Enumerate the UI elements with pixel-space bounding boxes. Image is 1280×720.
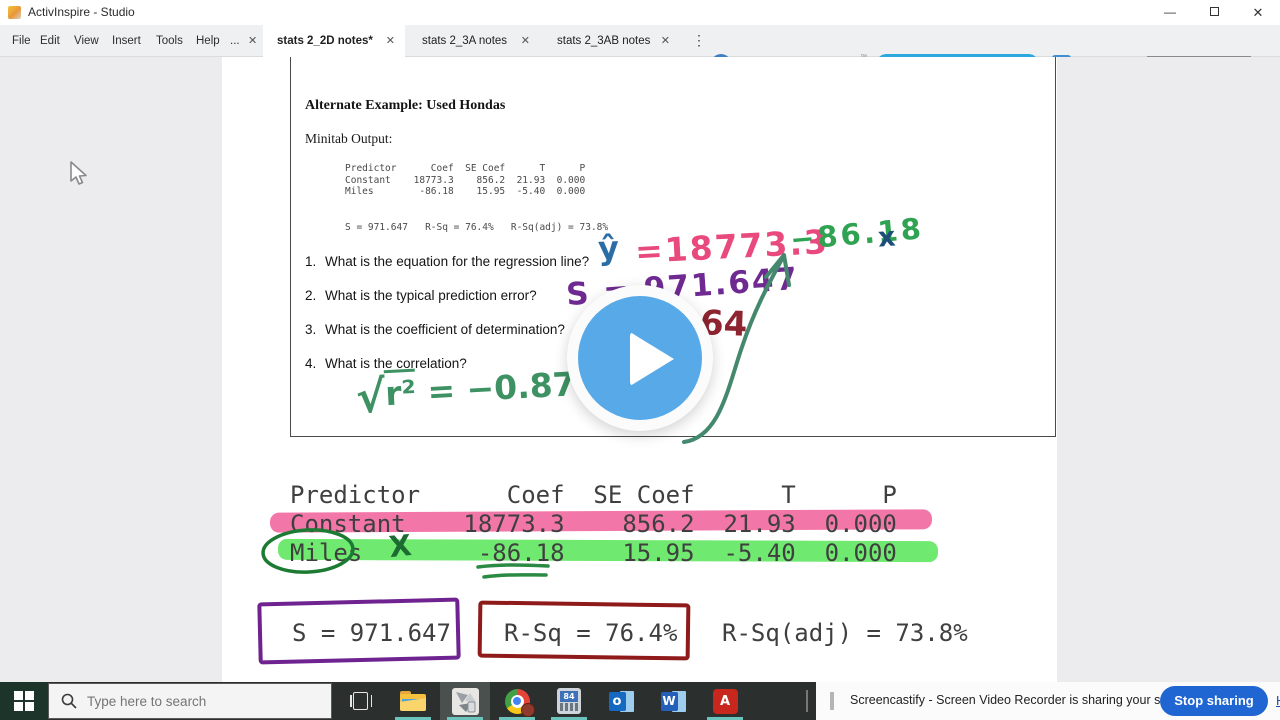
acrobat-button[interactable]: A <box>700 682 750 720</box>
word-button[interactable]: W <box>648 682 698 720</box>
document-border <box>290 57 291 437</box>
menu-view[interactable]: View <box>74 35 99 47</box>
file-explorer-button[interactable] <box>388 682 438 720</box>
doc-title: Alternate Example: Used Hondas <box>305 98 506 113</box>
running-indicator <box>707 717 743 720</box>
ink-y-hat: ŷ <box>597 228 620 268</box>
title-bar: ActivInspire - Studio — ✕ <box>0 0 1280 25</box>
tab-label: stats 2_3AB notes <box>557 35 651 47</box>
ink-sqrt-sign: √ <box>354 371 387 424</box>
tab-label: stats 2_3A notes <box>422 35 508 47</box>
ink-x-variable: x <box>876 221 897 254</box>
zoom-minitab-header: Predictor Coef SE Coef T P <box>290 481 897 509</box>
tab-stats-2-2d[interactable]: stats 2_2D notes* ✕ <box>263 25 405 57</box>
search-input[interactable] <box>87 693 307 709</box>
minitab-output-block: Predictor Coef SE Coef T P Constant 1877… <box>345 163 586 197</box>
play-circle <box>578 296 702 420</box>
stat-rsq-adj-value: R-Sq(adj) = 73.8% <box>722 619 968 647</box>
windows-taskbar: 84 o W A Screencastify - Screen Video Re… <box>0 682 1280 720</box>
outlook-icon: o <box>608 689 634 714</box>
menu-file[interactable]: File <box>12 35 31 47</box>
running-indicator <box>551 717 587 720</box>
activinspire-taskbar-button[interactable] <box>440 682 490 720</box>
window-title: ActivInspire - Studio <box>28 5 135 19</box>
chrome-button[interactable] <box>492 682 542 720</box>
question-2: 2. What is the typical prediction error? <box>305 288 537 303</box>
chrome-badge <box>520 702 535 717</box>
ti84-emulator-button[interactable]: 84 <box>544 682 594 720</box>
zoom-minitab-row-constant: Constant 18773.3 856.2 21.93 0.000 <box>290 510 897 538</box>
task-view-icon <box>350 692 372 710</box>
running-indicator <box>499 717 535 720</box>
chrome-icon <box>504 688 535 717</box>
stat-rsq-value: R-Sq = 76.4% <box>504 619 678 647</box>
ink-sqrt-result: = −0.87 <box>426 364 577 411</box>
outlook-button[interactable]: o <box>596 682 646 720</box>
minimize-button[interactable]: — <box>1164 5 1176 19</box>
restore-icon <box>1209 7 1219 16</box>
ink-sqrt-radicand: r² <box>384 368 418 414</box>
taskbar-divider <box>806 690 808 712</box>
ink-hand-x: X <box>387 527 414 565</box>
question-3: 3. What is the coefficient of determinati… <box>305 322 565 337</box>
menu-close-icon[interactable]: ✕ <box>248 35 258 47</box>
screen-share-panel: Screencastify - Screen Video Recorder is… <box>816 682 1280 720</box>
stat-s-value: S = 971.647 <box>292 619 451 647</box>
menu-edit[interactable]: Edit <box>40 35 60 47</box>
play-icon <box>630 332 674 386</box>
minitab-stats-line: S = 971.647 R-Sq = 76.4% R-Sq(adj) = 73.… <box>345 222 609 233</box>
restore-button[interactable] <box>1192 0 1236 25</box>
acrobat-icon: A <box>712 688 738 714</box>
document-border <box>290 436 1056 437</box>
ink-double-underline <box>476 563 550 579</box>
zoom-minitab-row-miles: Miles -86.18 15.95 -5.40 0.000 <box>290 539 897 567</box>
ink-arrow-up <box>682 253 791 444</box>
tab-close-icon[interactable]: ✕ <box>520 35 530 47</box>
running-indicator <box>395 717 431 720</box>
ti84-icon: 84 <box>557 688 581 714</box>
tab-overflow-icon[interactable]: ⋮ <box>692 32 706 48</box>
menu-help[interactable]: Help <box>196 35 220 47</box>
stop-sharing-button[interactable]: Stop sharing <box>1160 686 1268 716</box>
question-1: 1. What is the equation for the regressio… <box>305 254 590 269</box>
drag-handle-icon[interactable] <box>830 692 834 710</box>
tab-stats-2-3a[interactable]: stats 2_3A notes ✕ <box>408 25 540 57</box>
menu-insert[interactable]: Insert <box>112 35 141 47</box>
question-4: 4. What is the correlation? <box>305 356 467 371</box>
menu-tab-bar: File Edit View Insert Tools Help ... ✕ s… <box>0 25 1280 75</box>
menu-tools[interactable]: Tools <box>156 35 183 47</box>
task-view-button[interactable] <box>336 682 386 720</box>
tab-close-icon[interactable]: ✕ <box>660 35 670 47</box>
hide-link[interactable]: H <box>1276 693 1280 708</box>
flipchart-canvas[interactable]: Alternate Example: Used Hondas Minitab O… <box>0 57 1280 682</box>
video-play-button[interactable] <box>567 285 713 431</box>
ink-miles-circle <box>261 528 355 574</box>
doc-subtitle: Minitab Output: <box>305 131 393 146</box>
file-explorer-icon <box>400 691 426 711</box>
menu-overflow[interactable]: ... <box>230 35 240 47</box>
activinspire-logo-icon <box>8 6 21 19</box>
windows-logo-icon <box>14 691 34 711</box>
start-button[interactable] <box>0 682 48 720</box>
activinspire-icon <box>451 687 479 715</box>
document-border <box>1055 57 1056 437</box>
close-button[interactable]: ✕ <box>1252 5 1264 20</box>
tab-close-icon[interactable]: ✕ <box>385 35 395 47</box>
running-indicator <box>447 717 483 720</box>
search-icon <box>61 693 77 709</box>
taskbar-search[interactable] <box>48 683 332 719</box>
word-icon: W <box>660 689 686 714</box>
tab-stats-2-3ab[interactable]: stats 2_3AB notes ✕ <box>543 25 680 57</box>
sharing-status-text: Screencastify - Screen Video Recorder is… <box>850 693 1196 707</box>
mouse-cursor <box>70 161 87 185</box>
tab-label: stats 2_2D notes* <box>277 35 373 47</box>
